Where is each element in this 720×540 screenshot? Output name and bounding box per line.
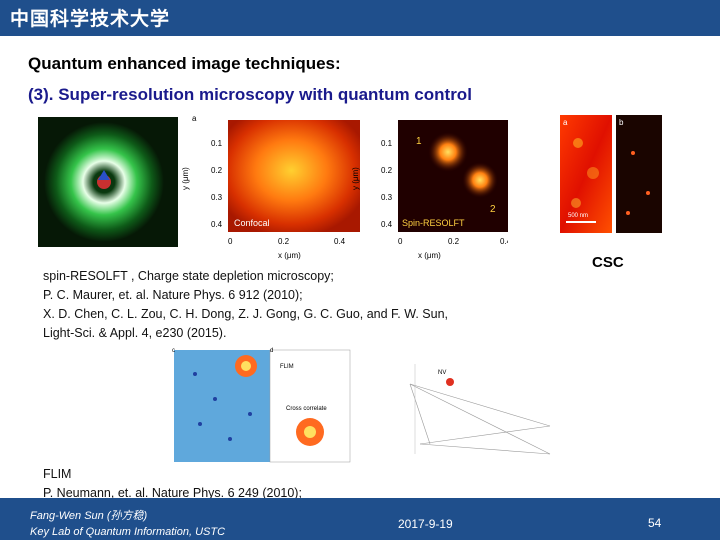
reference-line: spin-RESOLFT , Charge state depletion mi…	[43, 269, 334, 283]
y-tick: 0.1	[211, 139, 223, 148]
footer-bar	[0, 498, 720, 540]
slide-subtitle: (3). Super-resolution microscopy with qu…	[28, 85, 472, 104]
spin-resolft-label: Spin-RESOLFT	[402, 218, 465, 228]
x-tick: 0.2	[448, 237, 460, 246]
x-axis-label: x (μm)	[418, 251, 441, 260]
csc-image-b	[616, 115, 662, 233]
csc-label-b: b	[619, 118, 624, 127]
y-tick: 0.2	[381, 166, 393, 175]
panel-label-d: d	[270, 348, 273, 354]
y-tick: 0.4	[211, 220, 223, 229]
reference-line: Light-Sci. & Appl. 4, e230 (2015).	[43, 326, 227, 340]
spot-2	[462, 162, 498, 198]
panel-label-c: c	[172, 348, 175, 354]
spot-1	[428, 132, 468, 172]
scale-bar-label: 500 nm	[568, 213, 588, 219]
y-axis-label: y (μm)	[181, 167, 190, 190]
spot-1-label: 1	[416, 136, 422, 147]
resolft-figure: a Confocal 1 2 Spin-RESOLFT y (μm) y (μm…	[38, 114, 508, 260]
references-top: spin-RESOLFT , Charge state depletion mi…	[43, 267, 448, 343]
scale-bar	[566, 221, 596, 223]
slide-title: Quantum enhanced image techniques:	[28, 54, 341, 73]
author-name: Fang-Wen Sun (孙方稳)	[30, 510, 148, 522]
y-axis-label-2: y (μm)	[351, 167, 360, 190]
y-tick: 0.3	[211, 193, 223, 202]
x-tick: 0.2	[278, 237, 290, 246]
lab-name: Key Lab of Quantum Information, USTC	[30, 526, 226, 538]
nv-label: NV	[438, 370, 446, 376]
csc-image-a	[560, 115, 612, 233]
confocal-label: Confocal	[234, 218, 270, 228]
references-bottom: FLIM P. Neumann, et. al. Nature Phys. 6 …	[43, 465, 302, 503]
x-tick: 0.4	[500, 237, 508, 246]
confocal-image	[228, 120, 360, 232]
y-tick: 0.4	[381, 220, 393, 229]
cross-correlate-label: Cross correlate	[286, 406, 327, 412]
x-tick: 0	[228, 237, 233, 246]
reference-line: X. D. Chen, C. L. Zou, C. H. Dong, Z. J.…	[43, 307, 449, 321]
x-axis-label-2: x (μm)	[278, 251, 301, 260]
flim-label: FLIM	[280, 364, 294, 370]
y-tick: 0.1	[381, 139, 393, 148]
csc-figure: a b 500 nm	[560, 115, 662, 233]
flim-figure: c d FLIM Cross correlate NV	[172, 348, 551, 463]
csc-label-a: a	[563, 118, 568, 127]
header-bar	[0, 0, 720, 36]
spot-2-label: 2	[490, 204, 496, 215]
x-tick: 0.4	[334, 237, 346, 246]
y-tick: 0.2	[211, 166, 223, 175]
reference-line: P. C. Maurer, et. al. Nature Phys. 6 912…	[43, 288, 303, 302]
x-tick: 0	[398, 237, 403, 246]
panel-label-a: a	[192, 114, 197, 123]
reference-line: P. Neumann, et. al. Nature Phys. 6 249 (…	[43, 486, 302, 500]
beam-marker	[98, 170, 110, 180]
csc-label: CSC	[592, 254, 624, 271]
y-tick: 0.3	[381, 193, 393, 202]
footer-date: 2017-9-19	[398, 517, 453, 531]
reference-line: FLIM	[43, 467, 72, 481]
footer-author: Fang-Wen Sun (孙方稳) Key Lab of Quantum In…	[30, 508, 225, 540]
nv-marker	[446, 378, 454, 386]
page-number: 54	[648, 516, 662, 530]
university-logo: 中国科学技术大学	[10, 8, 171, 30]
